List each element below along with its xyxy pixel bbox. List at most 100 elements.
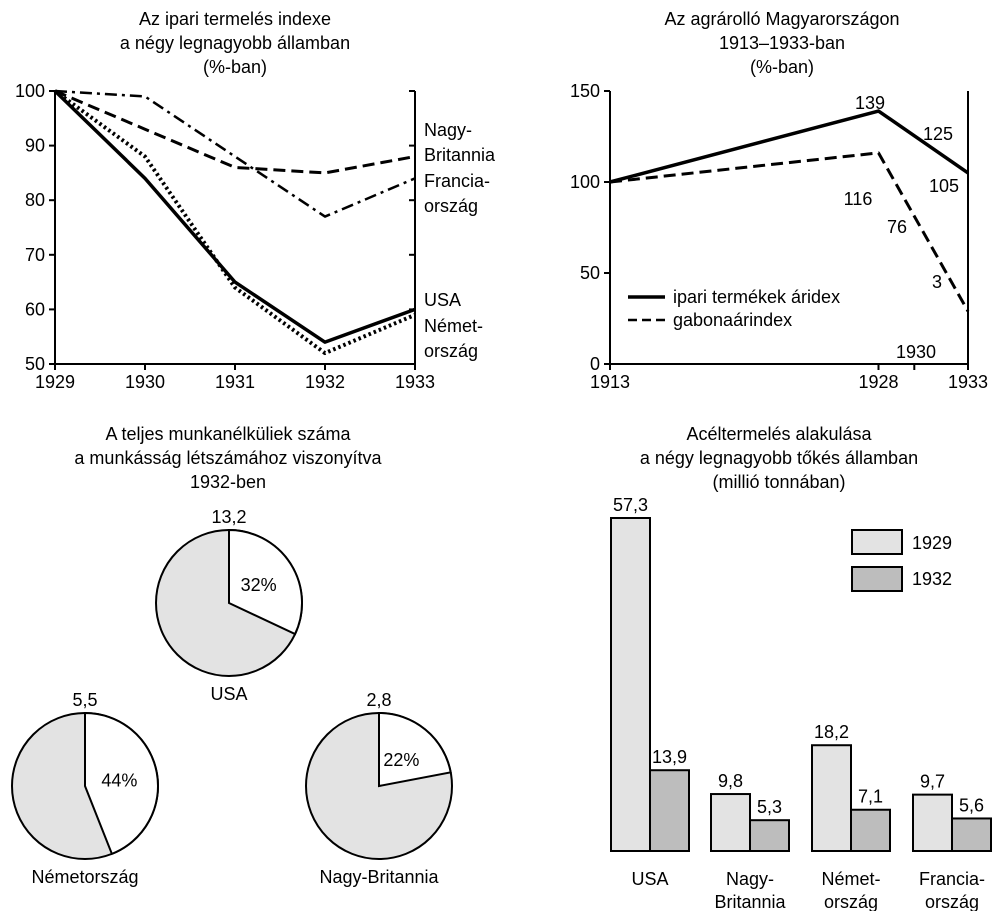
agrarian-scissors-chart: Az agrárolló Magyarországon 1913–1933-ba…: [570, 9, 988, 392]
pie-value-label-usa: 13,2: [211, 507, 246, 527]
steel-title-line-1: Acéltermelés alakulása: [686, 424, 872, 444]
pie-slice-n-metorsz-g: [84, 711, 159, 856]
x-extra-label-1930: 1930: [896, 342, 936, 362]
category-label-1-1: Britannia: [714, 892, 786, 911]
industrial-y-tick-label-60: 60: [25, 299, 45, 319]
industrial-x-tick-label-1930: 1930: [125, 372, 165, 392]
steel-title-line-3: (millió tonnában): [712, 472, 845, 492]
industrial-axes-frame: [54, 91, 416, 365]
bar-1929-1: [710, 793, 751, 852]
legend-label-1929: 1929: [912, 533, 952, 553]
bar-1932-0: [649, 769, 690, 853]
industrial-x-tick-label-1929: 1929: [35, 372, 75, 392]
agrarian-y-tick-label-0: 0: [590, 354, 600, 374]
bar-1932-3: [951, 817, 992, 853]
bar-value-label-1929-2: 18,2: [814, 722, 849, 742]
pie-slice-usa: [228, 528, 303, 636]
category-label-2-0: Német-: [821, 869, 880, 889]
category-label-0-0: USA: [631, 869, 668, 889]
industrial-series-line-fr: [54, 89, 416, 218]
bar-1929-0: [610, 517, 651, 852]
industrial-y-tick-label-80: 80: [25, 190, 45, 210]
pie-share-label-n-metorsz-g: 44%: [101, 770, 137, 790]
agrarian-y-tick-label-100: 100: [570, 172, 600, 192]
pie-country-label-n-metorsz-g: Németország: [31, 867, 138, 887]
bar-value-label-1932-3: 5,6: [959, 795, 984, 815]
series-label-franciaorszag-2: ország: [424, 196, 478, 216]
industrial-y-tick-label-50: 50: [25, 354, 45, 374]
point-label-76: 76: [887, 217, 907, 237]
agrarian-title-line-1: Az agrárolló Magyarországon: [664, 9, 899, 29]
steel-bar-chart: Acéltermelés alakulása a négy legnagyobb…: [610, 424, 992, 911]
bar-value-label-1929-0: 57,3: [613, 495, 648, 515]
steel-bars: 57,3 13,9 USA 9,8 5,3 Nagy- Britannia 18,2 7,1 Né…: [610, 495, 992, 911]
legend-label-gabona: gabonaárindex: [673, 310, 792, 330]
point-label-139: 139: [855, 93, 885, 113]
industrial-y-tick-label-90: 90: [25, 136, 45, 156]
pie-country-label-nagy-britannia: Nagy-Britannia: [319, 867, 439, 887]
bar-value-label-1929-3: 9,7: [920, 772, 945, 792]
industrial-series-line-de: [53, 89, 416, 356]
unemployment-title-line-2: a munkásság létszámához viszonyítva: [74, 448, 382, 468]
point-label-125: 125: [923, 124, 953, 144]
agrarian-x-tick-label-1933: 1933: [948, 372, 988, 392]
industrial-series-line-us: [53, 89, 416, 344]
series-label-franciaorszag-1: Francia-: [424, 171, 490, 191]
steel-title-line-2: a négy legnagyobb tőkés államban: [640, 448, 918, 468]
series-label-usa: USA: [424, 290, 461, 310]
unemployment-title-line-3: 1932-ben: [190, 472, 266, 492]
agrarian-x-tick-label-1928: 1928: [858, 372, 898, 392]
unemployment-title-line-1: A teljes munkanélküliek száma: [105, 424, 351, 444]
bar-value-label-1932-2: 7,1: [858, 787, 883, 807]
pie-share-label-nagy-britannia: 22%: [383, 750, 419, 770]
industrial-x-tick-label-1933: 1933: [395, 372, 435, 392]
series-label-nemetorszag-2: ország: [424, 341, 478, 361]
legend-label-1932: 1932: [912, 569, 952, 589]
agrarian-y-tick-label-50: 50: [580, 263, 600, 283]
unemployment-pie-chart: A teljes munkanélküliek száma a munkássá…: [11, 424, 453, 887]
series-label-nemetorszag-1: Német-: [424, 316, 483, 336]
legend-swatch-1932: [851, 566, 903, 592]
bar-value-label-1929-1: 9,8: [718, 771, 743, 791]
agrarian-title-line-3: (%-ban): [750, 57, 814, 77]
industrial-index-chart: Az ipari termelés indexe a négy legnagyo…: [15, 9, 496, 392]
agrarian-series-line-industrial: [609, 109, 969, 184]
category-label-3-1: ország: [925, 892, 979, 911]
agrarian-x-axis-ticks: 1913 1928 1933: [590, 364, 988, 392]
agrarian-series-line-grain: [609, 151, 970, 312]
pie-share-label-usa: 32%: [241, 575, 277, 595]
pie-country-label-usa: USA: [210, 684, 247, 704]
industrial-title-line-1: Az ipari termelés indexe: [139, 9, 331, 29]
point-label-3: 3: [932, 272, 942, 292]
bar-value-label-1932-1: 5,3: [757, 797, 782, 817]
agrarian-x-tick-label-1913: 1913: [590, 372, 630, 392]
agrarian-y-tick-label-150: 150: [570, 81, 600, 101]
pie-slice-nagy-britannia: [378, 711, 452, 788]
bar-1929-2: [811, 744, 852, 852]
industrial-x-tick-label-1932: 1932: [305, 372, 345, 392]
series-label-nagy-britannia-1: Nagy-: [424, 120, 472, 140]
agrarian-title-line-2: 1913–1933-ban: [719, 33, 845, 53]
category-label-1-0: Nagy-: [726, 869, 774, 889]
industrial-x-axis-ticks: 1929 1930 1931 1932 1933: [35, 364, 435, 392]
industrial-series-line-gb: [54, 89, 416, 175]
category-label-3-0: Francia-: [919, 869, 985, 889]
point-label-105: 105: [929, 176, 959, 196]
legend-label-ipari: ipari termékek áridex: [673, 287, 840, 307]
bar-1932-1: [749, 819, 790, 853]
agrarian-y-axis-ticks: 0 50 100 150: [570, 81, 610, 374]
bar-value-label-1932-0: 13,9: [652, 747, 687, 767]
unemployment-pies: 32% 13,2 USA 44% 5,5 Németország 22% 2,8 Nagy-Br…: [11, 507, 453, 887]
industrial-y-tick-label-70: 70: [25, 245, 45, 265]
industrial-series-lines: [53, 89, 416, 356]
industrial-y-tick-label-100: 100: [15, 81, 45, 101]
point-label-116: 116: [844, 189, 873, 209]
legend-swatch-1929: [851, 529, 903, 555]
series-label-nagy-britannia-2: Britannia: [424, 145, 496, 165]
industrial-y-axis-ticks: 50 60 70 80 90 100: [15, 81, 415, 374]
category-label-2-1: ország: [824, 892, 878, 911]
agrarian-legend: ipari termékek áridex gabonaárindex: [628, 287, 840, 330]
bar-1932-2: [850, 808, 891, 852]
